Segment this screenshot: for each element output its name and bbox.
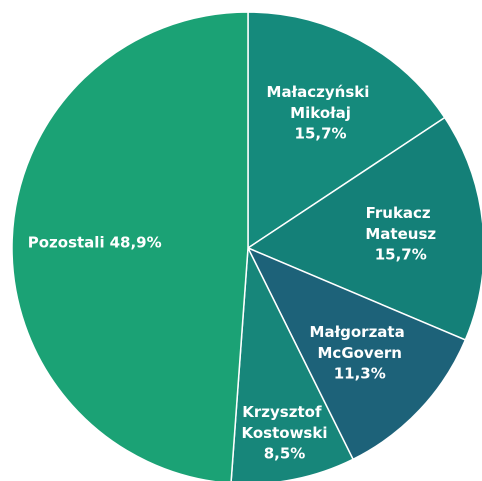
value-label: 15,7% [375, 245, 427, 263]
category-label: Frukacz Mateusz [365, 203, 436, 242]
slice-label: Pozostali 48,9% [28, 233, 162, 251]
category-label: Krzysztof Kostowski [242, 403, 328, 442]
category-label: Pozostali [28, 233, 105, 251]
pie-slice [230, 245, 355, 481]
value-label: 48,9% [110, 233, 162, 251]
pie-slice [11, 11, 249, 481]
value-label: 8,5% [264, 445, 306, 463]
category-label: Małgorzata McGovern [310, 323, 410, 362]
value-label: 15,7% [295, 124, 347, 142]
pie-slice [246, 246, 467, 461]
value-label: 11,3% [334, 365, 386, 383]
category-label: Małaczyński Mikołaj [267, 82, 375, 121]
pie-slice [247, 11, 446, 250]
pie-slice [246, 116, 482, 341]
